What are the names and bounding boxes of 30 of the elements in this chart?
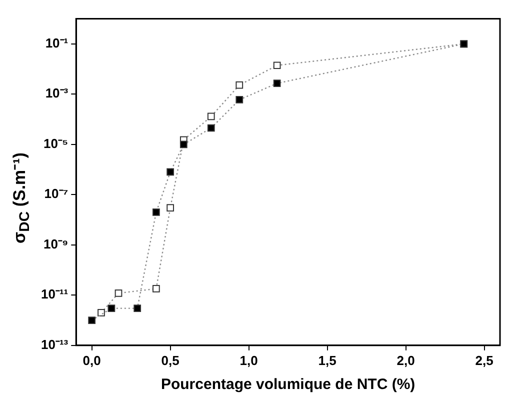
point [166,168,174,176]
point [273,62,281,70]
y-tick-label: 10⁻⁹ [43,236,68,252]
x-tick-label: 1,0 [240,352,258,368]
point [236,81,244,89]
x-tick-label: 0,5 [161,352,180,368]
point [152,208,160,216]
y-tick-label: 10⁻¹ [45,36,68,50]
x-tick-label: 2,5 [475,352,494,368]
point [114,289,122,297]
point [88,316,96,324]
point [236,96,244,104]
y-tick-label: 10⁻¹³ [40,336,69,352]
y-tick-label: 10⁻¹¹ [40,286,68,302]
point [273,80,281,88]
x-tick-label: 1,5 [318,352,336,368]
point [134,304,142,312]
x-tick-label: 0,0 [82,352,101,368]
y-tick-label: 10⁻⁷ [44,186,68,202]
point [152,285,160,292]
y-tick-label: 10⁻⁵ [44,136,68,151]
point [108,304,116,312]
x-axis-title: Pourcentage volumique de NTC (%) [160,376,416,394]
point [207,112,215,120]
x-tick-label: 2,0 [396,352,415,368]
point [166,204,174,212]
y-tick-label: 10⁻³ [45,86,69,101]
point [207,124,215,132]
point [98,309,105,316]
point [180,140,188,148]
